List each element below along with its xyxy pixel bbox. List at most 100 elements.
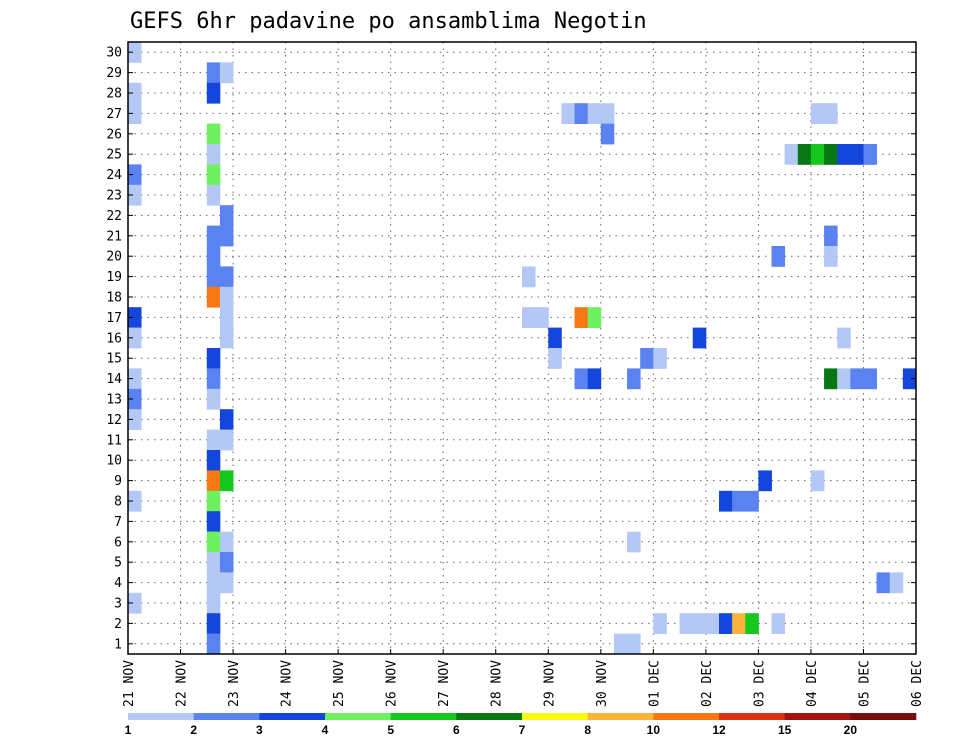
y-tick-label: 11 xyxy=(106,433,122,448)
heatmap-cell xyxy=(206,164,221,186)
x-axis: 21 NOV 22 NOV 23 NOV 24 NOV 25 NOV 26 NOV 27 N… xyxy=(122,649,925,707)
heatmap-cell xyxy=(863,368,877,390)
heatmap-cell xyxy=(219,307,234,328)
heatmap-cell xyxy=(627,531,641,553)
heatmap-cell xyxy=(705,613,720,634)
x-tick-label: 06 DEC xyxy=(910,660,925,707)
heatmap-cell xyxy=(692,613,707,634)
heatmap-cell xyxy=(600,103,615,124)
chart-title: GEFS 6hr padavine po ansamblima Negotin xyxy=(130,9,647,34)
heatmap-cell xyxy=(889,572,904,594)
heatmap-cell xyxy=(797,144,812,165)
heatmap-cell xyxy=(206,470,221,492)
heatmap-cell xyxy=(863,144,877,165)
heatmap-cell xyxy=(206,266,221,288)
heatmap-cell xyxy=(128,164,142,186)
heatmap-cell xyxy=(771,613,786,634)
heatmap-cell xyxy=(824,225,838,247)
legend-swatch xyxy=(850,713,917,720)
heatmap-cell xyxy=(219,286,234,308)
x-tick-label: 04 DEC xyxy=(805,660,820,707)
y-tick-label: 10 xyxy=(106,454,122,469)
y-tick-label: 5 xyxy=(114,556,122,571)
x-tick-label: 21 NOV xyxy=(122,660,137,707)
y-tick-label: 20 xyxy=(106,250,122,265)
y-tick-label: 30 xyxy=(106,46,122,61)
heatmap-cell xyxy=(219,572,234,594)
y-tick-label: 23 xyxy=(106,189,122,204)
heatmap-cell xyxy=(128,307,142,328)
y-tick-label: 4 xyxy=(114,576,122,591)
heatmap-cell xyxy=(206,511,221,532)
heatmap-cell xyxy=(206,429,221,451)
x-tick-label: 24 NOV xyxy=(280,660,295,707)
x-tick-label: 02 DEC xyxy=(700,660,715,707)
y-tick-label: 15 xyxy=(106,352,122,367)
heatmap-cell xyxy=(810,103,825,124)
legend-swatch xyxy=(719,713,785,720)
heatmap-cell xyxy=(824,246,838,267)
heatmap-cell xyxy=(810,144,825,165)
heatmap-cell xyxy=(128,490,142,512)
heatmap-cell xyxy=(219,470,234,492)
heatmap-cell xyxy=(850,144,864,165)
legend-swatch xyxy=(259,713,326,720)
heatmap-cell xyxy=(837,368,851,390)
legend-label: 12 xyxy=(712,723,726,737)
heatmap-cell xyxy=(522,307,536,328)
y-tick-label: 19 xyxy=(106,270,122,285)
heatmap-cells xyxy=(128,42,917,655)
legend-swatch xyxy=(653,713,720,720)
plot-frame xyxy=(127,41,917,655)
heatmap-cell xyxy=(587,103,602,124)
heatmap-cell xyxy=(837,144,851,165)
legend-label: 3 xyxy=(256,723,263,737)
legend-swatch xyxy=(128,713,194,720)
heatmap-cell xyxy=(128,592,142,614)
x-tick-label: 01 DEC xyxy=(647,660,662,707)
legend-swatch xyxy=(456,713,523,720)
legend-swatch xyxy=(193,713,260,720)
heatmap-cell xyxy=(732,613,746,634)
y-tick-label: 24 xyxy=(106,168,122,183)
heatmap-cell xyxy=(732,490,746,512)
legend-swatch xyxy=(390,713,457,720)
heatmap-cell xyxy=(824,103,838,124)
heatmap-cell xyxy=(128,42,142,63)
heatmap-cell xyxy=(574,307,589,328)
heatmap-cell xyxy=(219,409,234,430)
heatmap-cell xyxy=(613,633,628,655)
heatmap-cell xyxy=(574,103,589,124)
heatmap-cell xyxy=(745,490,759,512)
x-tick-label: 25 NOV xyxy=(332,660,347,707)
heatmap-cell xyxy=(653,613,667,634)
legend-label: 15 xyxy=(778,723,792,737)
y-tick-label: 14 xyxy=(106,372,122,387)
grid-lines xyxy=(128,42,916,654)
heatmap-cell xyxy=(219,266,234,288)
heatmap-cell xyxy=(653,348,667,369)
y-tick-label: 27 xyxy=(106,107,122,122)
heatmap-cell xyxy=(522,266,536,288)
heatmap-cell xyxy=(745,613,759,634)
y-tick-label: 22 xyxy=(106,209,122,224)
legend-swatch xyxy=(587,713,654,720)
y-tick-label: 16 xyxy=(106,331,122,346)
heatmap-cell xyxy=(206,572,221,594)
legend-label: 2 xyxy=(190,723,197,737)
heatmap-cell xyxy=(206,184,221,206)
heatmap-cell xyxy=(128,368,142,390)
y-tick-label: 29 xyxy=(106,66,122,81)
heatmap-cell xyxy=(206,368,221,390)
heatmap-cell xyxy=(719,490,733,512)
heatmap-cell xyxy=(206,82,221,104)
heatmap-cell xyxy=(219,205,234,226)
y-tick-label: 3 xyxy=(114,597,122,612)
x-tick-label: 29 NOV xyxy=(542,660,557,707)
y-tick-label: 7 xyxy=(114,515,122,530)
heatmap-cell xyxy=(219,225,234,247)
x-tick-label: 05 DEC xyxy=(857,660,872,707)
heatmap-cell xyxy=(824,144,838,165)
heatmap-cell xyxy=(600,123,615,145)
